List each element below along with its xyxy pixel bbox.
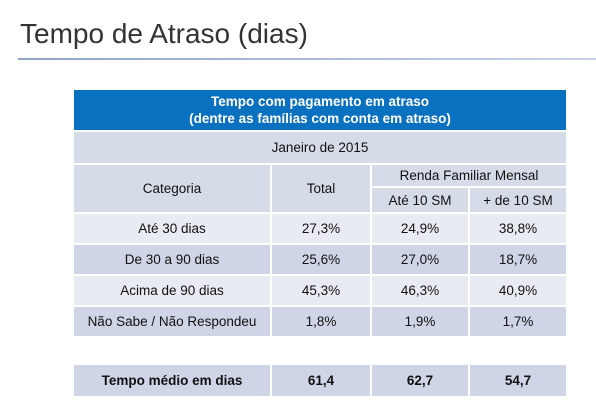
header-sub: + de 10 SM <box>468 186 568 214</box>
table-cell: 61,4 <box>270 363 372 398</box>
header-category: Categoria <box>72 163 272 214</box>
table-row: Acima de 90 dias 45,3% 46,3% 40,9% <box>72 274 568 307</box>
table-row: Até 30 dias 27,3% 24,9% 38,8% <box>72 212 568 245</box>
table-cell: 27,0% <box>370 243 470 276</box>
data-table: Tempo com pagamento em atraso (dentre as … <box>72 88 568 398</box>
spacer <box>73 337 567 364</box>
header-sub: Até 10 SM <box>370 186 470 214</box>
table-cell: Até 30 dias <box>72 212 272 245</box>
table-cell: 46,3% <box>370 274 470 307</box>
table-cell: 1,8% <box>270 305 372 338</box>
caption-line: Tempo com pagamento em atraso <box>210 94 430 109</box>
table-cell: 38,8% <box>468 212 568 245</box>
table-cell: 24,9% <box>370 212 470 245</box>
table-row: Não Sabe / Não Respondeu 1,8% 1,9% 1,7% <box>72 305 568 338</box>
table-cell: 1,7% <box>468 305 568 338</box>
table-cell: 1,9% <box>370 305 470 338</box>
table-cell: 27,3% <box>270 212 372 245</box>
table-cell: 54,7 <box>468 363 568 398</box>
table-cell: Não Sabe / Não Respondeu <box>72 305 272 338</box>
page-title: Tempo de Atraso (dias) <box>20 18 308 49</box>
table-cell: 62,7 <box>370 363 470 398</box>
header-group: Renda Familiar Mensal <box>370 163 568 188</box>
caption: Tempo com pagamento em atraso (dentre as … <box>72 88 568 132</box>
table-row: De 30 a 90 dias 25,6% 27,0% 18,7% <box>72 243 568 276</box>
table-cell: 45,3% <box>270 274 372 307</box>
period: Janeiro de 2015 <box>72 130 568 165</box>
header-total: Total <box>270 163 372 214</box>
table-cell: Tempo médio em dias <box>72 363 272 398</box>
table-cell: 40,9% <box>468 274 568 307</box>
table-cell: 18,7% <box>468 243 568 276</box>
table-cell: Acima de 90 dias <box>72 274 272 307</box>
table-cell: De 30 a 90 dias <box>72 243 272 276</box>
title-rule <box>18 58 596 60</box>
caption-line: (dentre as famílias com conta em atraso) <box>189 111 451 126</box>
table-cell: 25,6% <box>270 243 372 276</box>
table-row: Tempo médio em dias 61,4 62,7 54,7 <box>72 363 568 398</box>
